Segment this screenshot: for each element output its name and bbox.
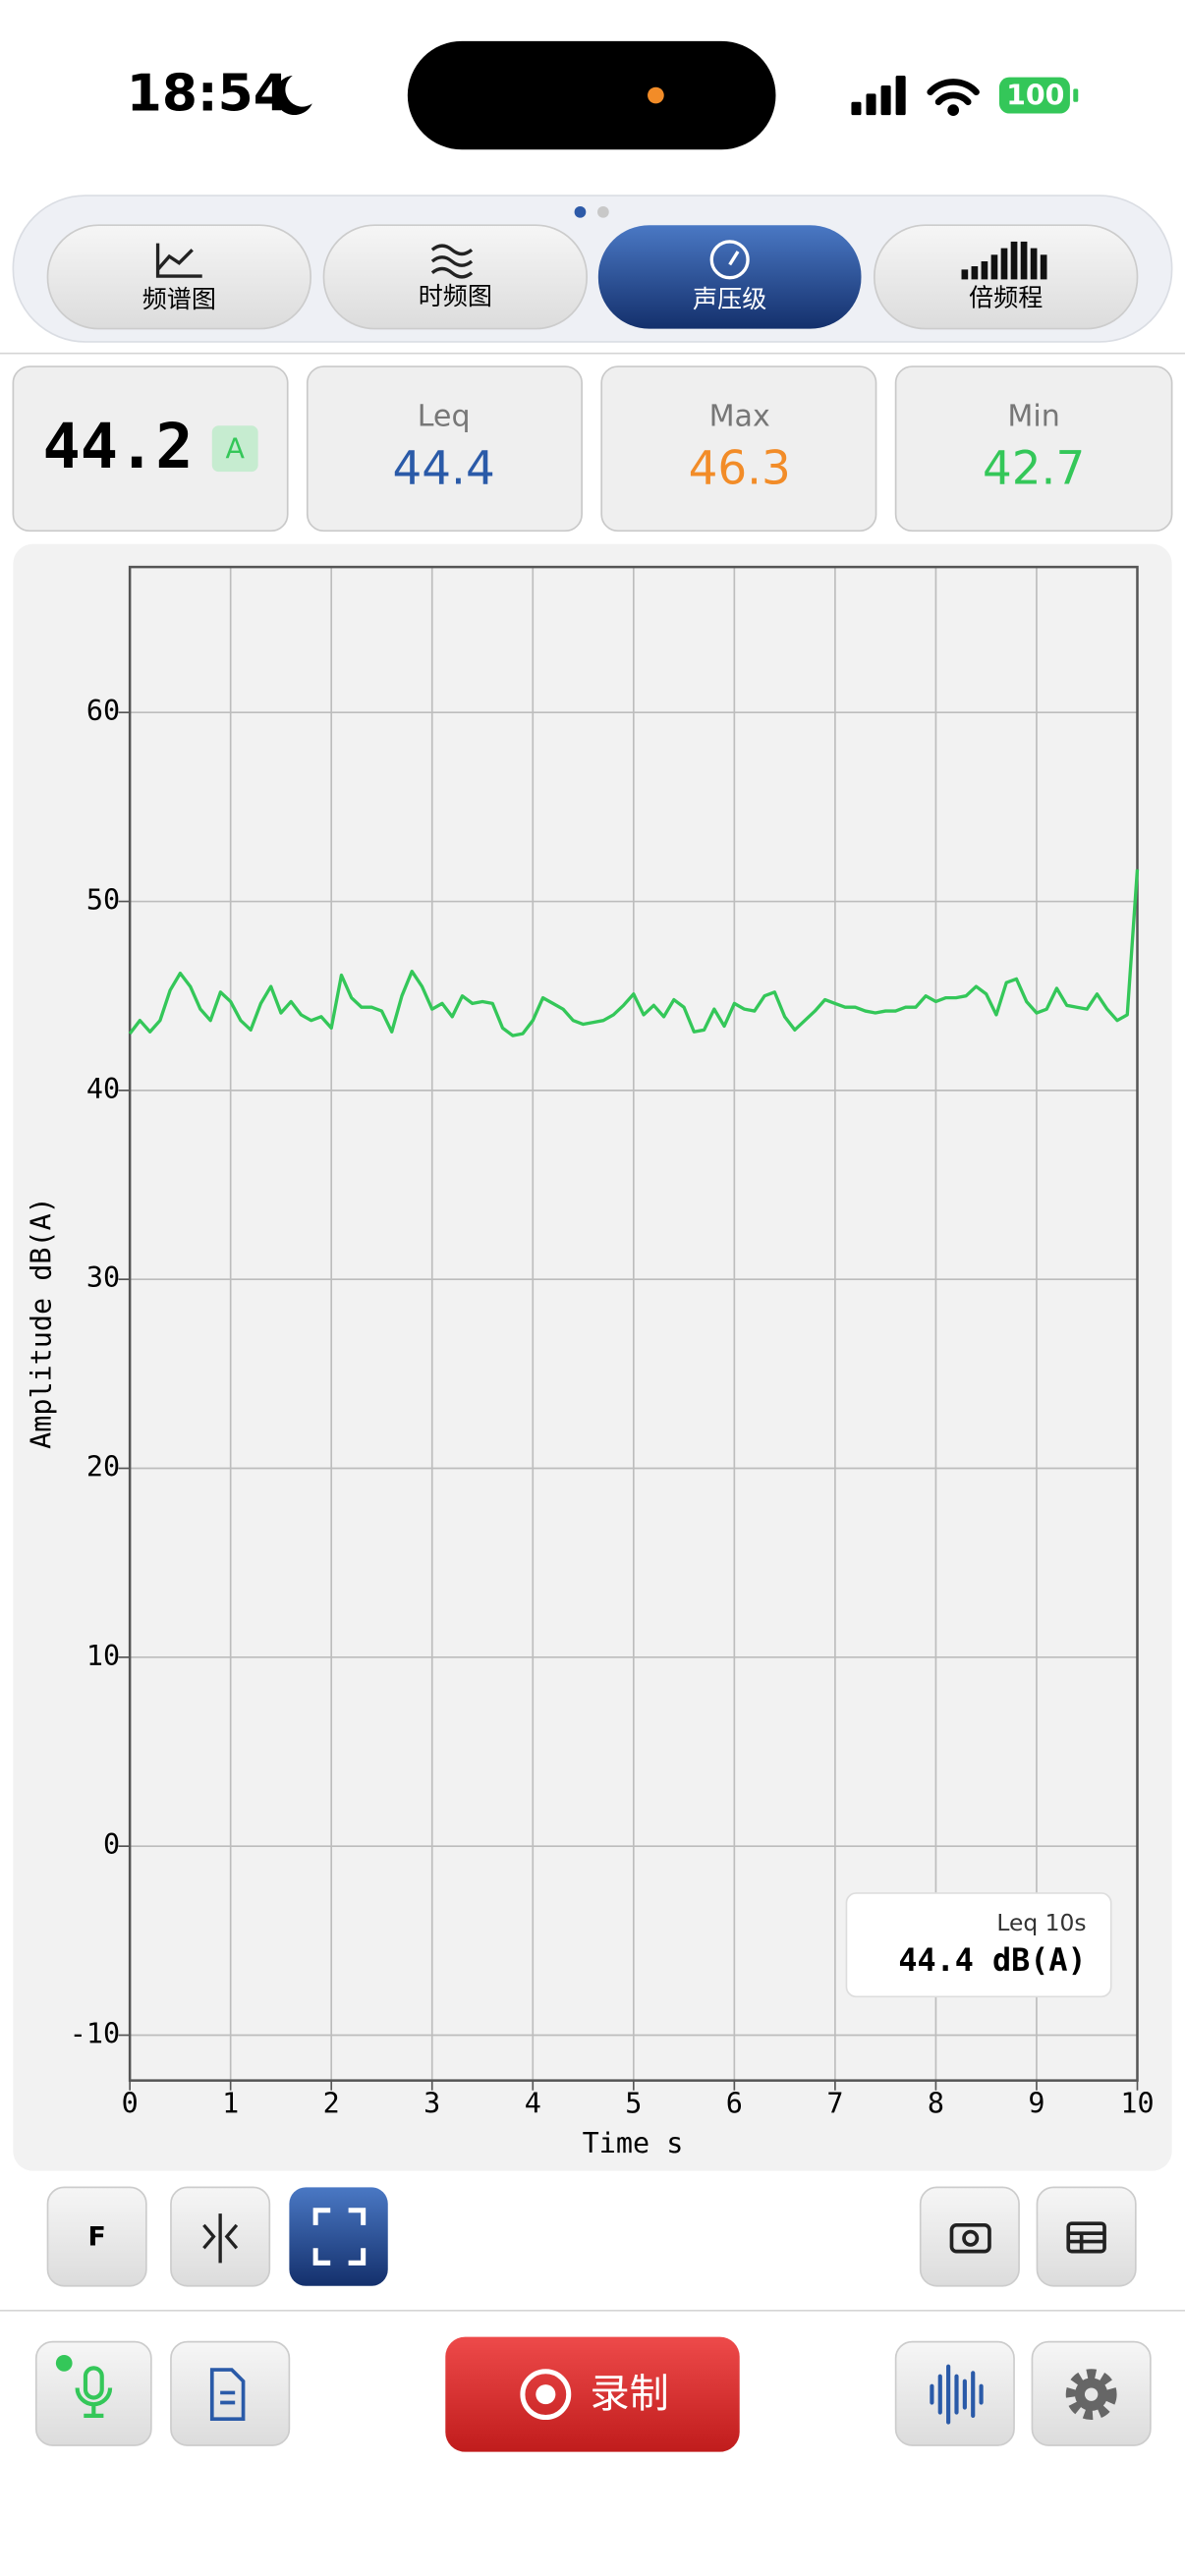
camera-button[interactable] [919,2186,1020,2287]
cursor-icon [202,2213,239,2264]
x-tick-label: 6 [726,2088,743,2120]
annotation-text: 44.4 dB(A) [898,1943,1086,1979]
fit-icon [312,2208,367,2266]
stat-label: Leq [418,399,471,433]
page-dot [574,205,587,218]
camera-icon [949,2223,991,2254]
x-tick-label: 8 [928,2088,944,2120]
reading-card [306,365,583,532]
battery-level: 100 [1006,80,1064,112]
filter-button[interactable] [46,2186,147,2287]
x-tick-label: 4 [525,2088,541,2120]
tab-label: 声压级 [693,285,766,313]
gauge-icon [709,240,750,280]
table-button[interactable] [1036,2186,1137,2287]
annotation-title: Leq 10s [996,1909,1086,1936]
record-label: 录制 [591,2372,669,2417]
data-line [128,868,1140,1037]
battery-tip [1073,88,1079,102]
reading-card [12,365,289,532]
y-tick-label: 10 [86,1640,120,1672]
x-tick-label: 7 [826,2088,843,2120]
record-icon [520,2369,572,2421]
file-icon [209,2368,246,2422]
y-tick-label: -10 [70,2017,120,2049]
stat-value: 42.7 [983,443,1085,496]
fit-button[interactable] [289,2187,388,2286]
record-button[interactable] [445,2336,740,2452]
tab-label: 时频图 [419,282,492,310]
x-tick-label: 0 [122,2088,139,2120]
annotation-box [845,1892,1112,1998]
spectrum-icon [155,243,202,278]
x-tick-label: 2 [323,2088,340,2120]
reading-card [600,365,877,532]
x-axis-label: Time s [583,2127,684,2159]
wifi-icon [927,79,980,116]
stat-value: 44.4 [392,443,494,496]
moon-icon [274,75,312,116]
stat-label: Max [709,399,770,433]
x-tick-label: 10 [1120,2088,1154,2120]
y-tick-label: 30 [86,1261,120,1294]
gear-icon [1065,2369,1117,2421]
plot-frame [128,565,1139,2082]
battery [998,77,1070,114]
tab-label: 频谱图 [142,285,216,313]
mic-icon [75,2366,113,2418]
record-dot [536,2384,556,2405]
x-tick-label: 5 [625,2088,642,2120]
y-tick-label: 60 [86,695,120,727]
indicator-dot [648,86,664,104]
mic-status [55,2354,73,2372]
y-tick-label: 20 [86,1451,120,1484]
page-dot [597,205,609,218]
signal-icon [851,75,906,116]
y-tick-label: 50 [86,884,120,917]
stat-label: Min [1007,399,1059,433]
y-tick-label: 0 [103,1828,120,1861]
x-tick-label: 1 [222,2088,239,2120]
waveform-icon [930,2364,984,2425]
reading-card [894,365,1173,532]
dynamic-island [407,40,776,150]
current-level: 44.2 [42,410,193,482]
tab-label: 倍频程 [969,283,1043,311]
table-icon [1066,2221,1106,2254]
x-tick-label: 3 [423,2088,440,2120]
stat-value: 46.3 [689,443,791,496]
weighting: A [225,432,245,465]
mic-button[interactable] [34,2340,152,2446]
chart: -10 0 10 20 30 40 50 60 0 1 2 3 4 5 6 7 8 9 10 [70,565,1155,2120]
spectrogram-icon [430,244,474,279]
octave-icon [961,241,1047,280]
weighting-badge [211,425,258,473]
status-time: 18:54 [127,65,289,124]
y-axis-label: Amplitude dB(A) [25,1197,57,1449]
filter-label: F [88,2222,106,2253]
y-tick-label: 40 [86,1073,120,1105]
x-tick-label: 9 [1028,2088,1044,2120]
chart-panel [13,543,1172,2171]
